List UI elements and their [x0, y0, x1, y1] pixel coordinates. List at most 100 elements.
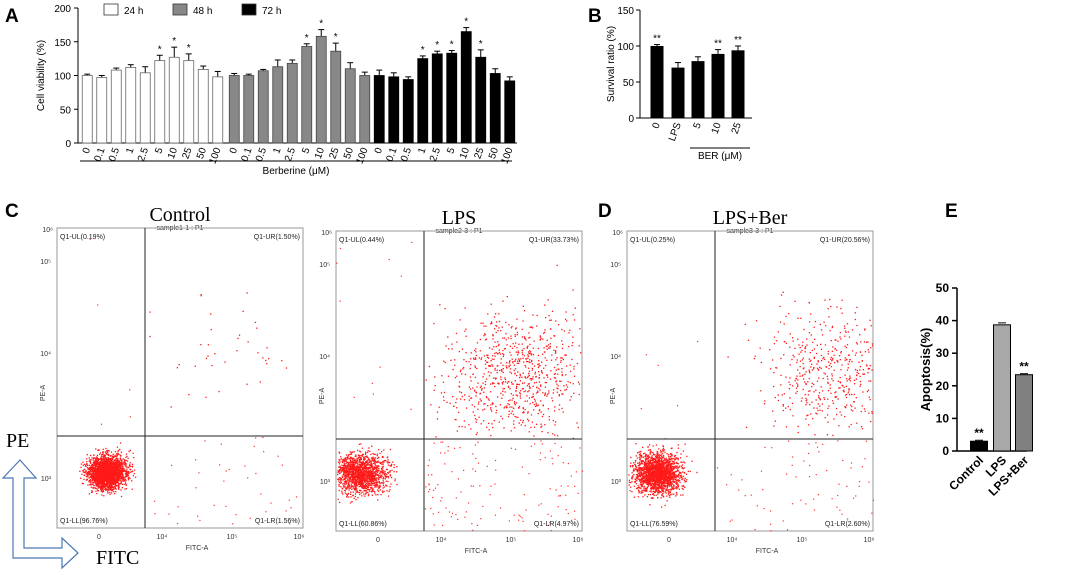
flow-dot [527, 383, 530, 385]
flow-dot [554, 424, 556, 426]
flow-dot [111, 482, 113, 484]
flow-dot [382, 465, 384, 467]
flow-dot [494, 385, 496, 388]
flow-dot [464, 373, 467, 376]
flow-dot [104, 457, 106, 459]
flow-dot [349, 471, 352, 473]
flow-dot [115, 475, 117, 477]
flow-dot [340, 486, 342, 488]
flow-dot [509, 345, 512, 348]
flow-dot [106, 467, 109, 469]
flow-dot [390, 463, 393, 466]
flow-dot [529, 377, 531, 380]
flow-dot [374, 466, 376, 468]
flow-dot [357, 473, 359, 475]
flow-dot [122, 458, 124, 460]
flow-dot [555, 369, 557, 371]
flow-dot [119, 454, 122, 456]
flow-dot [382, 484, 385, 487]
flow-dot [340, 469, 342, 471]
flow-dot [370, 465, 373, 468]
flow-dot [561, 373, 564, 376]
flow-dot [532, 401, 534, 404]
flow-dot [493, 382, 495, 384]
flow-dot [120, 489, 122, 491]
flow-dot [502, 390, 504, 392]
flow-dot [373, 478, 375, 481]
flow-dot [348, 468, 351, 471]
flow-dot [95, 479, 97, 481]
flow-dot [113, 465, 115, 467]
flow-dot [112, 469, 114, 472]
flow-dot [98, 472, 100, 475]
flow-dot [522, 320, 524, 322]
flow-dot [561, 347, 564, 350]
flow-dot [361, 484, 364, 486]
flow-dot [116, 454, 119, 457]
flow-dot [441, 375, 443, 377]
a-x-tick-label: 10 [313, 146, 327, 161]
flow-dot [371, 472, 373, 474]
flow-dot [577, 381, 580, 383]
flow-dot [120, 451, 123, 453]
flow-dot [345, 487, 347, 490]
flow-dot [88, 470, 90, 473]
flow-dot [85, 475, 88, 478]
flow-dot [348, 468, 350, 471]
flow-dot [511, 383, 513, 385]
flow-dot [351, 457, 353, 459]
flow-dot [565, 374, 567, 376]
flow-dot [505, 321, 507, 324]
flow-dot [382, 463, 384, 465]
a-bar [228, 75, 240, 144]
flow-dot [484, 381, 487, 383]
flow-dot [116, 469, 118, 471]
flow-quadrant-ul: Q1-UL(0.19%) [60, 234, 105, 241]
flow-dot [128, 450, 130, 453]
flow-dot [366, 475, 369, 478]
flow-dot [523, 382, 525, 384]
flow-dot [114, 484, 117, 487]
flow-dot [102, 490, 104, 492]
flow-dot [516, 331, 519, 334]
flow-dot [348, 477, 351, 479]
flow-dot [372, 467, 375, 469]
flow-dot [562, 411, 564, 413]
flow-dot [106, 485, 108, 487]
flow-dot [121, 470, 123, 472]
flow-dot [350, 496, 352, 498]
flow-dot [353, 460, 355, 462]
flow-dot [515, 416, 517, 418]
flow-dot [127, 472, 129, 475]
flow-dot [370, 466, 373, 468]
flow-dot [502, 337, 504, 339]
flow-dot [488, 347, 491, 349]
flow-dot [117, 475, 119, 477]
flow-dot [387, 475, 389, 478]
flow-dot [94, 463, 96, 466]
flow-dot [95, 462, 97, 464]
flow-dot [372, 475, 374, 477]
flow-dot [374, 472, 376, 475]
flow-dot [369, 466, 372, 468]
flow-x-axis-label: FITC-A [186, 545, 209, 552]
flow-dot [118, 471, 120, 473]
flow-dot [549, 345, 551, 348]
flow-dot [539, 384, 542, 386]
a-x-tick-label: 5 [300, 146, 312, 155]
flow-dot [352, 479, 354, 481]
flow-dot [492, 335, 494, 337]
flow-dot [115, 481, 117, 483]
flow-dot [475, 395, 477, 397]
flow-dot [366, 480, 368, 482]
flow-dot [111, 476, 114, 478]
flow-dot [349, 502, 352, 504]
flow-dot [358, 482, 360, 484]
flow-dot [503, 354, 505, 356]
flow-dot [344, 492, 346, 494]
flow-dot [91, 470, 93, 473]
flow-dot [532, 393, 534, 395]
flow-dot [115, 462, 117, 465]
flow-dot [371, 457, 373, 459]
flow-dot [556, 391, 558, 393]
